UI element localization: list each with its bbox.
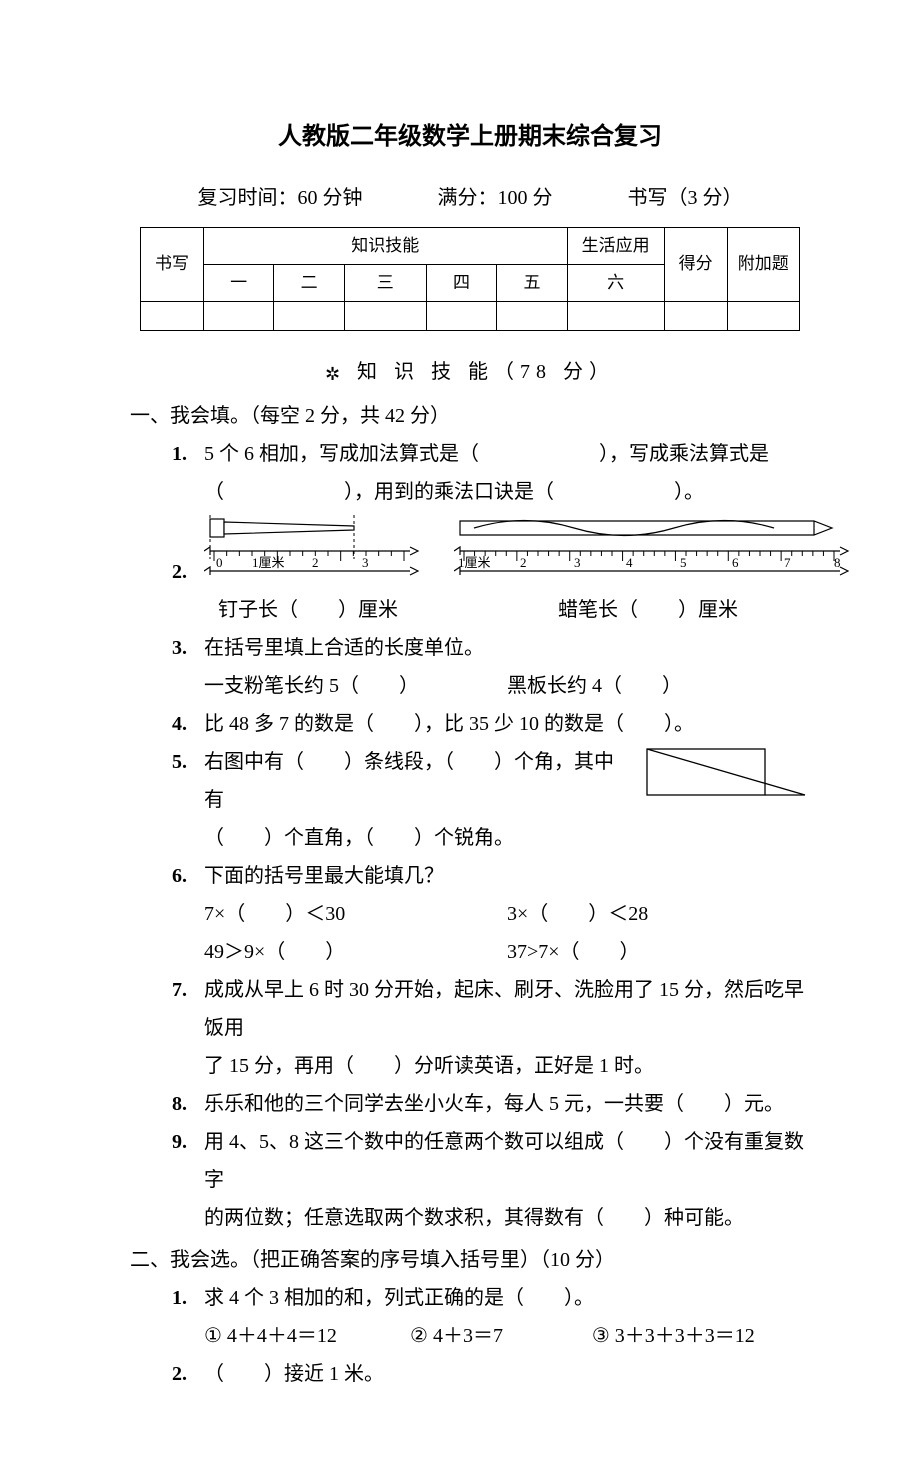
col-life: 生活应用 <box>567 227 664 264</box>
s2q1-o3: ③ 3＋3＋3＋3＝12 <box>592 1317 810 1355</box>
col-three: 三 <box>344 264 426 301</box>
q5-num: 5. <box>172 743 204 781</box>
q9-line1: 用 4、5、8 这三个数中的任意两个数可以组成（ ）个没有重复数字 <box>204 1123 810 1199</box>
s2q1-o1: ① 4＋4＋4＝12 <box>204 1317 410 1355</box>
q9-line2: 的两位数；任意选取两个数求积，其得数有（ ）种可能。 <box>204 1199 810 1237</box>
q6-head: 下面的括号里最大能填几？ <box>204 857 810 895</box>
q7-line2: 了 15 分，再用（ ）分听读英语，正好是 1 时。 <box>204 1047 810 1085</box>
col-one: 一 <box>203 264 273 301</box>
q8: 8. 乐乐和他的三个同学去坐小火车，每人 5 元，一共要（ ）元。 <box>130 1085 810 1123</box>
col-six: 六 <box>567 264 664 301</box>
q6-c: 49＞9×（ ） <box>204 933 507 971</box>
q5-figure <box>645 747 810 822</box>
q9: 9. 用 4、5、8 这三个数中的任意两个数可以组成（ ）个没有重复数字 的两位… <box>130 1123 810 1237</box>
s2q1: 1. 求 4 个 3 相加的和，列式正确的是（ ）。 ① 4＋4＋4＝12 ② … <box>130 1279 810 1355</box>
col-extra: 附加题 <box>727 227 799 302</box>
q4-text: 比 48 多 7 的数是（ ），比 35 少 10 的数是（ ）。 <box>204 705 810 743</box>
q8-num: 8. <box>172 1085 204 1123</box>
s2q2-num: 2. <box>172 1355 204 1393</box>
banner-text: 知 识 技 能（78 分） <box>357 361 615 383</box>
svg-text:2: 2 <box>520 555 527 570</box>
q1-line1: 5 个 6 相加，写成加法算式是（ ），写成乘法算式是 <box>204 435 810 473</box>
q7: 7. 成成从早上 6 时 30 分开始，起床、刷牙、洗脸用了 15 分，然后吃早… <box>130 971 810 1085</box>
col-four: 四 <box>426 264 496 301</box>
q7-num: 7. <box>172 971 204 1009</box>
q2-capB: 蜡笔长（ ）厘米 <box>498 591 810 629</box>
s2q1-o2: ② 4＋3＝7 <box>410 1317 592 1355</box>
q2-num: 2. <box>172 553 204 591</box>
q4: 4. 比 48 多 7 的数是（ ），比 35 少 10 的数是（ ）。 <box>130 705 810 743</box>
svg-text:1厘米: 1厘米 <box>458 555 491 570</box>
full-score: 满分：100 分 <box>438 179 553 217</box>
writing-score: 书写（3 分） <box>628 179 743 217</box>
section2-heading: 二、我会选。（把正确答案的序号填入括号里）（10 分） <box>130 1241 810 1279</box>
q3-head: 在括号里填上合适的长度单位。 <box>204 629 810 667</box>
col-two: 二 <box>274 264 344 301</box>
q6-num: 6. <box>172 857 204 895</box>
q3: 3. 在括号里填上合适的长度单位。 一支粉笔长约 5（ ） 黑板长约 4（ ） <box>130 629 810 705</box>
svg-text:2: 2 <box>312 555 319 570</box>
ruler-nail: 0 1厘米 2 3 <box>204 515 424 589</box>
page: 人教版二年级数学上册期末综合复习 复习时间：60 分钟 满分：100 分 书写（… <box>0 0 920 1473</box>
svg-text:8: 8 <box>834 555 841 570</box>
svg-text:5: 5 <box>680 555 687 570</box>
q6-b: 3×（ ）＜28 <box>507 895 810 933</box>
svg-text:6: 6 <box>732 555 739 570</box>
q8-text: 乐乐和他的三个同学去坐小火车，每人 5 元，一共要（ ）元。 <box>204 1085 810 1123</box>
section1-heading: 一、我会填。（每空 2 分，共 42 分） <box>130 397 810 435</box>
col-five: 五 <box>497 264 567 301</box>
s2q2-stem: （ ）接近 1 米。 <box>204 1355 810 1393</box>
svg-text:0: 0 <box>216 555 223 570</box>
svg-text:3: 3 <box>362 555 369 570</box>
s2q2: 2. （ ）接近 1 米。 <box>130 1355 810 1393</box>
col-total: 得分 <box>664 227 727 302</box>
q3-a: 一支粉笔长约 5（ ） <box>204 667 507 705</box>
svg-text:4: 4 <box>626 555 633 570</box>
q6-a: 7×（ ）＜30 <box>204 895 507 933</box>
score-blank-row <box>141 302 800 331</box>
q1-num: 1. <box>172 435 204 473</box>
score-table: 书写 知识技能 生活应用 得分 附加题 一 二 三 四 五 六 <box>140 227 800 332</box>
q5-line2: （ ）个直角，（ ）个锐角。 <box>204 819 630 857</box>
s2q1-num: 1. <box>172 1279 204 1317</box>
q5-line1: 右图中有（ ）条线段，（ ）个角，其中有 <box>204 743 630 819</box>
q4-num: 4. <box>172 705 204 743</box>
svg-text:1厘米: 1厘米 <box>252 555 285 570</box>
sub-info-line: 复习时间：60 分钟 满分：100 分 书写（3 分） <box>130 179 810 217</box>
q2: 2. <box>130 511 810 591</box>
q3-b: 黑板长约 4（ ） <box>507 667 810 705</box>
q1-line2: （ ），用到的乘法口诀是（ ）。 <box>204 473 810 511</box>
q1: 1. 5 个 6 相加，写成加法算式是（ ），写成乘法算式是 （ ），用到的乘法… <box>130 435 810 511</box>
svg-text:3: 3 <box>574 555 581 570</box>
review-time: 复习时间：60 分钟 <box>198 179 363 217</box>
section-banner-knowledge: ✲ 知 识 技 能（78 分） <box>130 353 810 391</box>
q5: 5. 右图中有（ ）条线段，（ ）个角，其中有 （ ）个直角，（ ）个锐角。 <box>130 743 810 857</box>
q6-d: 37>7×（ ） <box>507 933 810 971</box>
svg-text:7: 7 <box>784 555 791 570</box>
col-writing: 书写 <box>141 227 204 302</box>
ruler-crayon: 1厘米 2 3 4 5 6 7 8 <box>454 515 854 589</box>
q2-capA: 钉子长（ ）厘米 <box>198 591 468 629</box>
q6: 6. 下面的括号里最大能填几？ 7×（ ）＜30 3×（ ）＜28 49＞9×（… <box>130 857 810 971</box>
flower-icon: ✲ <box>325 357 346 391</box>
col-knowledge: 知识技能 <box>203 227 567 264</box>
q7-line1: 成成从早上 6 时 30 分开始，起床、刷牙、洗脸用了 15 分，然后吃早饭用 <box>204 971 810 1047</box>
q3-num: 3. <box>172 629 204 667</box>
q2-captions: 钉子长（ ）厘米 蜡笔长（ ）厘米 <box>130 591 810 629</box>
q9-num: 9. <box>172 1123 204 1161</box>
s2q1-stem: 求 4 个 3 相加的和，列式正确的是（ ）。 <box>204 1279 810 1317</box>
page-title: 人教版二年级数学上册期末综合复习 <box>130 115 810 161</box>
